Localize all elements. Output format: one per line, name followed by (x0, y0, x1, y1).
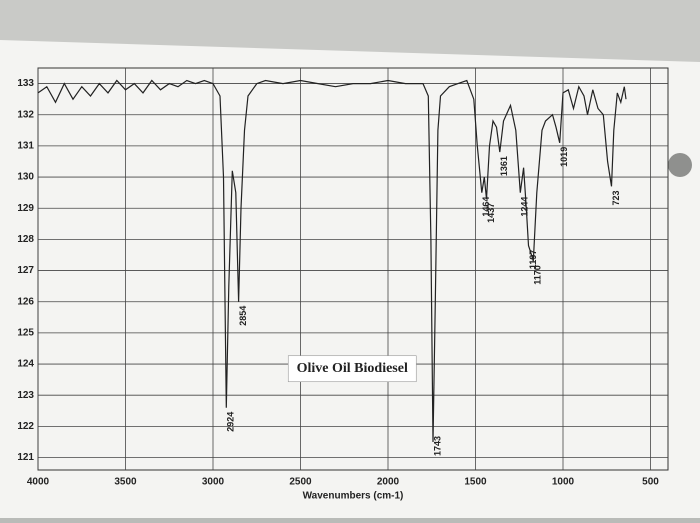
peak-label: 1244 (520, 197, 530, 217)
x-tick-label: 3500 (114, 477, 137, 488)
peak-label: 1464 (481, 197, 491, 217)
y-tick-label: 130 (17, 172, 34, 183)
paper (0, 40, 700, 518)
x-tick-label: 1500 (464, 477, 487, 488)
x-tick-label: 1000 (552, 477, 575, 488)
y-tick-label: 131 (17, 141, 34, 152)
y-tick-label: 128 (17, 234, 34, 245)
y-tick-label: 127 (17, 265, 34, 276)
spectrum-line (37, 79, 627, 443)
y-tick-label: 126 (17, 296, 34, 307)
y-tick-label: 132 (17, 109, 34, 120)
y-tick-label: 123 (17, 390, 34, 401)
peak-label: 2854 (238, 306, 248, 326)
x-tick-label: 3000 (202, 477, 225, 488)
y-tick-label: 121 (17, 452, 34, 463)
peak-label: 1743 (432, 436, 442, 456)
peak-label: 1019 (559, 147, 569, 167)
x-tick-label: 4000 (27, 477, 50, 488)
peak-label: 723 (611, 190, 621, 205)
x-axis-label: Wavenumbers (cm-1) (303, 491, 404, 502)
y-tick-label: 133 (17, 78, 34, 89)
y-tick-label: 124 (17, 359, 34, 370)
title-box (287, 355, 417, 383)
x-tick-label: 500 (642, 477, 659, 488)
punch-hole (668, 153, 692, 177)
y-tick-label: 129 (17, 203, 34, 214)
x-tick-label: 2000 (377, 477, 400, 488)
peak-label: 2924 (226, 412, 236, 432)
peak-label: 1170 (533, 265, 543, 285)
peak-label: 1197 (528, 250, 538, 270)
y-tick-label: 125 (17, 328, 34, 339)
peak-label: 1437 (486, 203, 496, 223)
y-tick-label: 122 (17, 421, 34, 432)
chart-title: Olive Oil Biodiesel (297, 361, 408, 376)
peak-label: 1361 (499, 156, 509, 176)
x-tick-label: 2500 (289, 477, 312, 488)
